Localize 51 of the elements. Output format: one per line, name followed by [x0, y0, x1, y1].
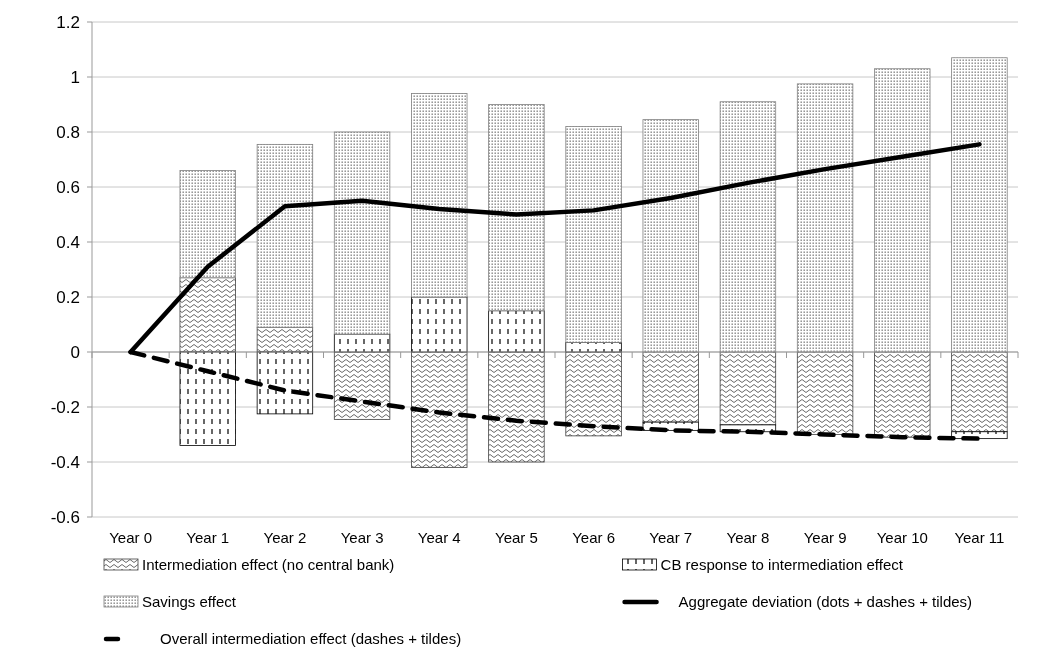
legend-label: Savings effect	[142, 593, 237, 611]
x-tick-label: Year 7	[649, 529, 693, 546]
x-tick-label: Year 1	[186, 529, 230, 546]
y-tick-label: 1	[70, 67, 80, 87]
bar	[333, 131, 391, 335]
y-tick-label: 0.2	[56, 287, 80, 307]
bar	[642, 351, 699, 423]
bar	[642, 119, 699, 353]
y-tick-label: -0.2	[50, 397, 80, 417]
x-tick-label: Year 2	[263, 529, 307, 546]
bar	[719, 351, 777, 426]
bar	[719, 101, 777, 353]
bar	[179, 277, 236, 353]
y-tick-label: 0.4	[56, 232, 80, 252]
x-tick-label: Year 11	[954, 529, 1005, 546]
x-tick-label: Year 5	[495, 529, 538, 546]
legend-label: CB response to intermediation effect	[660, 556, 904, 574]
bar	[565, 351, 622, 437]
x-tick-label: Year 3	[340, 529, 384, 546]
bar	[488, 351, 545, 463]
bar	[179, 170, 236, 279]
legend-label: Intermediation effect (no central bank)	[142, 556, 395, 574]
bar	[333, 351, 391, 420]
bar	[796, 83, 854, 353]
bar	[565, 126, 622, 343]
bar	[256, 143, 314, 328]
bar	[411, 93, 468, 298]
x-tick-label: Year 10	[876, 529, 928, 546]
y-tick-label: 0	[70, 342, 80, 362]
bar	[256, 326, 314, 353]
y-tick-label: 0.8	[56, 122, 80, 142]
x-tick-label: Year 8	[726, 529, 770, 546]
bar	[411, 296, 468, 353]
x-tick-label: Year 6	[572, 529, 615, 546]
y-tick-label: -0.6	[50, 507, 80, 527]
bar	[796, 351, 854, 435]
bar	[874, 351, 931, 438]
bar	[951, 57, 1008, 353]
bar	[411, 351, 468, 468]
bar	[488, 104, 545, 312]
bar	[874, 68, 931, 353]
x-tick-label: Year 4	[417, 529, 461, 546]
bar	[951, 351, 1008, 433]
y-tick-label: 0.6	[56, 177, 80, 197]
y-tick-label: -0.4	[50, 452, 80, 472]
y-tick-label: 1.2	[56, 12, 80, 32]
bar	[488, 310, 545, 353]
legend-label: Overall intermediation effect (dashes + tildes)	[160, 630, 462, 648]
x-tick-label: Year 0	[109, 529, 152, 546]
x-tick-label: Year 9	[803, 529, 847, 546]
legend-label: Aggregate deviation (dots + dashes + tildes)	[678, 593, 973, 611]
